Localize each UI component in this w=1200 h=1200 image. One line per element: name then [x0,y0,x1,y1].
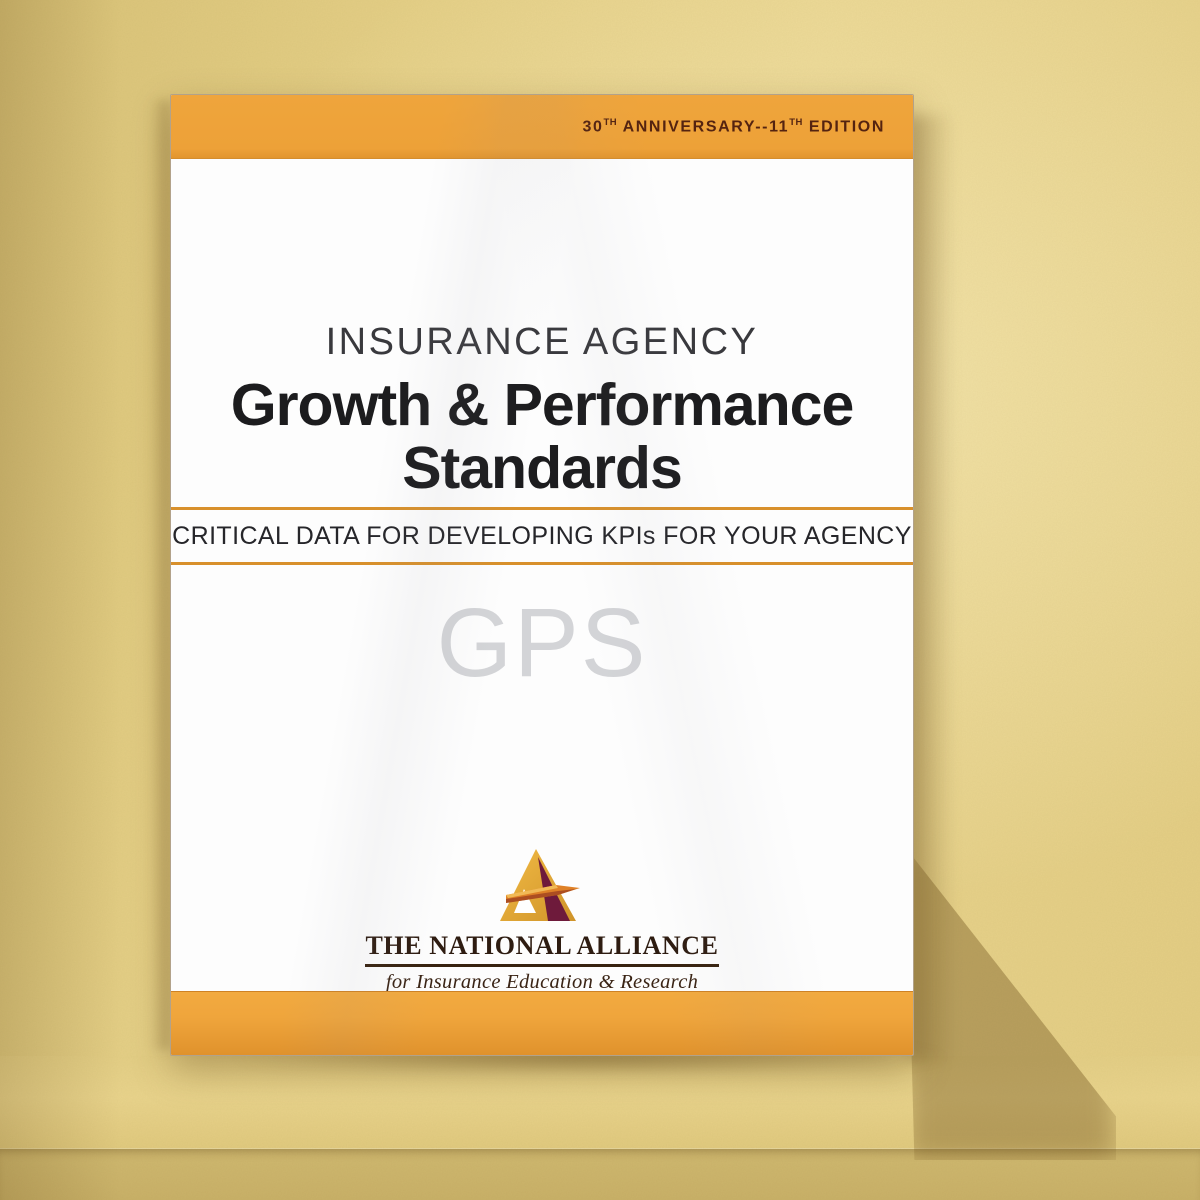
publisher-tagline: for Insurance Education & Research [385,971,699,993]
logo-ribbon-stripe [506,889,576,903]
logo-ribbon-highlight [506,885,558,898]
left-cast-shadow [150,100,170,1050]
edition-prefix: 30 [582,118,604,136]
edition-mid: ANNIVERSARY--11 [617,118,790,136]
title-block: INSURANCE AGENCY Growth & Performance St… [171,321,913,500]
top-orange-band: 30TH ANNIVERSARY--11TH EDITION [171,95,913,159]
subtitle-band: CRITICAL DATA FOR DEVELOPING KPIs FOR YO… [171,507,913,565]
logo-triangle-cutout [514,889,536,913]
edition-sup2: TH [789,116,803,128]
national-alliance-triangle-icon [500,849,580,921]
edition-banner: 30TH ANNIVERSARY--11TH EDITION [583,117,914,136]
title-line1: Growth & Performance [230,372,855,438]
title-kicker: INSURANCE AGENCY [325,321,759,363]
bottom-orange-band [171,991,913,1055]
edition-suffix: EDITION [802,118,885,136]
title-line2: Standards [402,435,683,502]
publisher-logo-block: THE NATIONAL ALLIANCE for Insurance Educ… [171,845,913,994]
publisher-name: THE NATIONAL ALLIANCE [365,931,719,967]
book-cover: 30TH ANNIVERSARY--11TH EDITION INSURANCE… [170,94,914,1056]
edition-sup1: TH [603,116,618,128]
right-cast-shadow [906,115,954,1060]
gps-watermark: GPS [436,588,648,697]
subtitle-text: CRITICAL DATA FOR DEVELOPING KPIs FOR YO… [172,521,912,550]
